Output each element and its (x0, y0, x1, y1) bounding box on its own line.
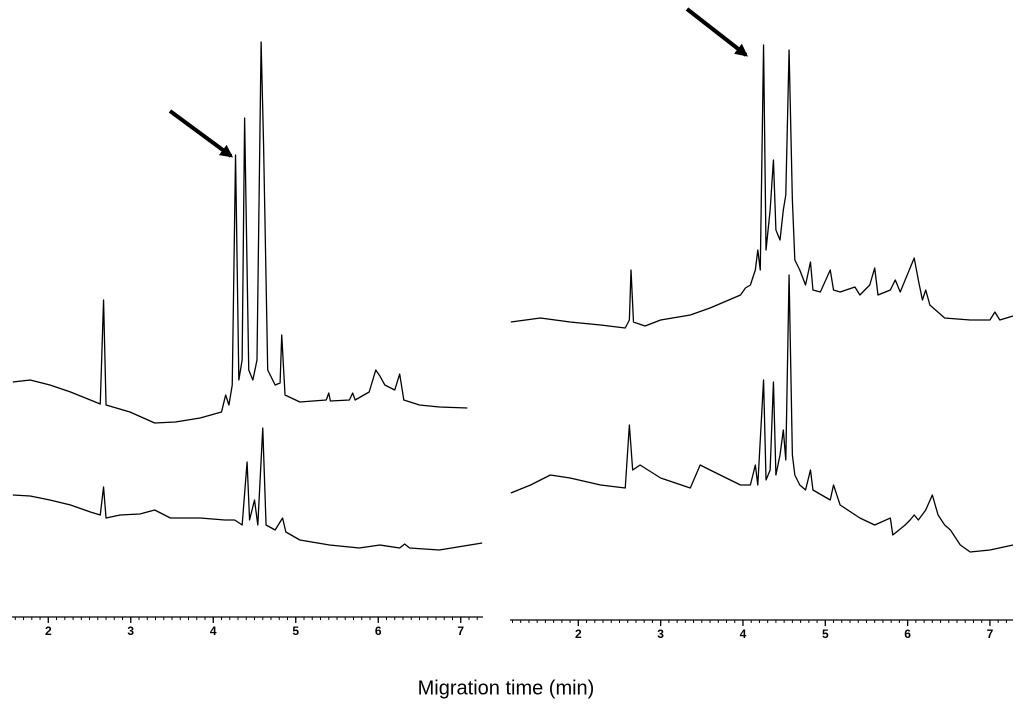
trace (510, 274, 1014, 553)
x-tick-label: 4 (740, 627, 747, 641)
trace (12, 41, 468, 424)
x-tick-label: 4 (210, 624, 217, 638)
x-tick-label: 5 (292, 624, 299, 638)
trace (510, 44, 1014, 329)
x-tick-label: 3 (127, 624, 134, 638)
x-tick-label: 2 (575, 627, 582, 641)
x-tick-label: 7 (987, 627, 994, 641)
arrow (168, 109, 234, 158)
x-tick-label: 5 (822, 627, 829, 641)
x-tick-label: 2 (45, 624, 52, 638)
x-tick-label: 6 (375, 624, 382, 638)
trace (12, 427, 483, 551)
arrow (685, 7, 749, 57)
x-tick-label: 6 (904, 627, 911, 641)
x-axis-title: Migration time (min) (418, 677, 595, 699)
x-tick-label: 3 (657, 627, 664, 641)
x-tick-label: 7 (457, 624, 464, 638)
